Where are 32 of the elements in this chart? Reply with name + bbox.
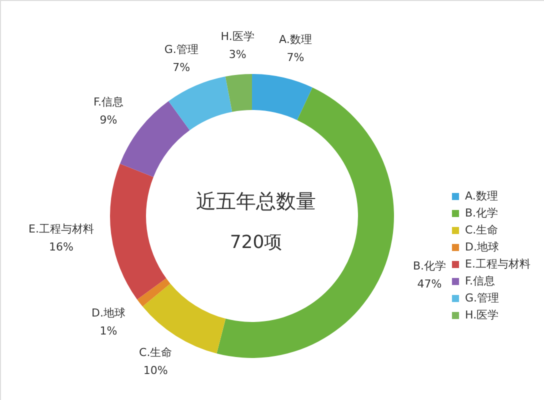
data-label: 3% xyxy=(228,48,246,61)
legend-label: F.信息 xyxy=(465,274,496,288)
donut-slice xyxy=(216,88,394,358)
text: 近五年总数量 xyxy=(196,189,316,213)
slice-label: C.生命 xyxy=(139,346,172,360)
data-label: 47% xyxy=(417,277,442,290)
data-label: 10% xyxy=(143,364,168,378)
slice-label: H.医学 xyxy=(220,30,254,43)
slice-label: B.化学 xyxy=(412,259,446,272)
slice-label: F.信息 xyxy=(93,96,124,109)
slice-label: E.工程与材料 xyxy=(28,222,94,236)
slice-label: A.数理 xyxy=(279,33,312,46)
legend-label: B.化学 xyxy=(465,206,498,220)
data-label: 1% xyxy=(100,324,118,338)
data-label: 16% xyxy=(48,240,74,254)
legend-label: G.管理 xyxy=(465,292,500,304)
data-label: 9% xyxy=(100,114,118,127)
legend-label: H.医学 xyxy=(465,308,499,322)
donut-slice xyxy=(252,74,312,120)
donut-slice xyxy=(137,278,170,307)
data-label: 7% xyxy=(172,61,190,74)
slice-label: D.地球 xyxy=(92,306,126,320)
data-label: 7% xyxy=(286,51,304,64)
legend-label: E.工程与材料 xyxy=(465,258,530,270)
legend-label: A.数理 xyxy=(465,190,498,202)
donut-slice xyxy=(168,76,232,130)
legend-label: D.地球 xyxy=(465,240,499,254)
donut-slice xyxy=(225,74,252,112)
slice-label: G.管理 xyxy=(164,43,198,56)
text: 720项 xyxy=(230,232,282,253)
legend-label: C.生命 xyxy=(465,224,498,236)
donut-slice xyxy=(110,164,166,300)
